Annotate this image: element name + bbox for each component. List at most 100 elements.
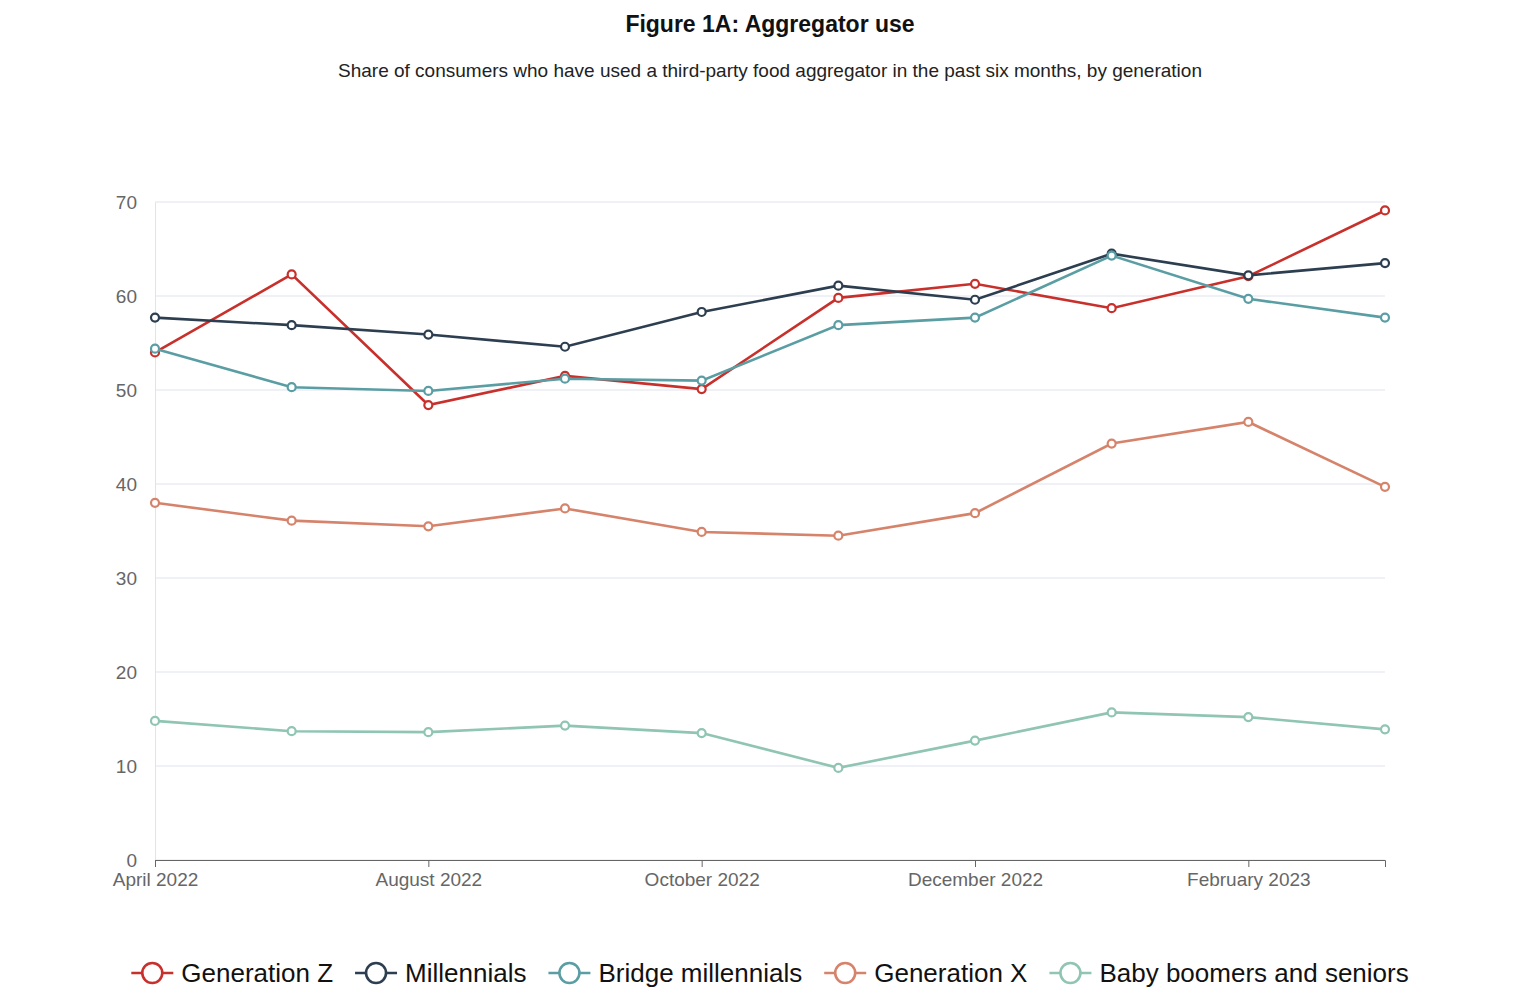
marker [834, 532, 842, 540]
marker [1381, 483, 1389, 491]
legend-item: Generation X [824, 958, 1027, 988]
marker [971, 509, 979, 517]
marker [971, 314, 979, 322]
y-tick-label: 70 [116, 192, 137, 213]
series-line [155, 210, 1385, 405]
subtitle: Share of consumers who have used a third… [338, 60, 1202, 81]
grid [155, 202, 1385, 860]
y-tick-label: 10 [116, 756, 137, 777]
x-tick-mark [155, 860, 156, 867]
marker [561, 343, 569, 351]
marker [1244, 271, 1252, 279]
y-tick: 30 [116, 568, 155, 589]
series-line [155, 256, 1385, 391]
series [151, 206, 1389, 409]
grid-line [155, 766, 1385, 767]
legend-marker [835, 963, 855, 983]
marker [834, 321, 842, 329]
grid-line [155, 296, 1385, 297]
series [151, 418, 1389, 540]
y-tick: 20 [116, 662, 155, 683]
marker [561, 504, 569, 512]
series [151, 708, 1389, 771]
grid-line [155, 484, 1385, 485]
marker [561, 722, 569, 730]
x-tick: October 2022 [645, 860, 760, 890]
marker [971, 296, 979, 304]
y-tick-label: 60 [116, 286, 137, 307]
marker [1108, 708, 1116, 716]
legend-marker [142, 963, 162, 983]
y-tick: 0 [126, 850, 155, 871]
x-axis: April 2022 August 2022 October 2022 Decembe… [113, 860, 1386, 890]
plot-area: 0 10 20 30 40 50 60 70 April 2022 August 2022 Octo… [113, 192, 1389, 891]
x-tick-mark [428, 860, 429, 867]
x-tick: April 2022 [113, 860, 199, 890]
marker [698, 377, 706, 385]
marker [151, 314, 159, 322]
marker [424, 331, 432, 339]
marker [151, 345, 159, 353]
x-tick: August 2022 [375, 860, 482, 890]
y-tick: 60 [116, 286, 155, 307]
marker [834, 764, 842, 772]
marker [834, 294, 842, 302]
marker [698, 528, 706, 536]
marker [151, 499, 159, 507]
marker [1381, 259, 1389, 267]
x-tick: December 2022 [908, 860, 1043, 890]
legend-item: Generation Z [131, 958, 333, 988]
x-tick-label: February 2023 [1187, 869, 1311, 890]
x-tick: February 2023 [1187, 860, 1311, 890]
y-tick-label: 40 [116, 474, 137, 495]
y-tick: 10 [116, 756, 155, 777]
x-tick-mark [1248, 860, 1249, 867]
marker [288, 727, 296, 735]
marker [1108, 440, 1116, 448]
legend-label: Generation X [874, 958, 1027, 988]
marker [1108, 304, 1116, 312]
chart: Figure 1A: Aggregator use Share of consum… [0, 0, 1540, 1000]
y-tick-label: 20 [116, 662, 137, 683]
marker [288, 517, 296, 525]
legend-marker [1060, 963, 1080, 983]
marker [1381, 206, 1389, 214]
marker [1108, 252, 1116, 260]
marker [698, 385, 706, 393]
legend-marker [559, 963, 579, 983]
series-line [155, 422, 1385, 536]
y-tick-label: 0 [126, 850, 137, 871]
marker [424, 387, 432, 395]
marker [1244, 295, 1252, 303]
legend-item: Millennials [355, 958, 526, 988]
marker [1244, 272, 1252, 280]
grid-line [155, 202, 1385, 203]
y-axis: 0 10 20 30 40 50 60 70 [116, 192, 156, 871]
y-axis-line [155, 203, 156, 861]
marker [698, 729, 706, 737]
y-tick: 70 [116, 192, 155, 213]
marker [424, 401, 432, 409]
x-tick-label: October 2022 [645, 869, 760, 890]
marker [1244, 713, 1252, 721]
marker [151, 717, 159, 725]
title: Figure 1A: Aggregator use [625, 11, 914, 37]
x-tick-label: August 2022 [375, 869, 482, 890]
legend-label: Millennials [405, 958, 526, 988]
x-tick-mark [702, 860, 703, 867]
legend-item: Baby boomers and seniors [1049, 958, 1408, 988]
series-layer [151, 206, 1389, 771]
y-tick: 50 [116, 380, 155, 401]
marker [1381, 725, 1389, 733]
marker [1244, 418, 1252, 426]
x-tick-mark [975, 860, 976, 867]
y-tick: 40 [116, 474, 155, 495]
grid-line [155, 578, 1385, 579]
series-line [155, 712, 1385, 767]
y-tick-label: 30 [116, 568, 137, 589]
legend-label: Bridge millennials [598, 958, 802, 988]
marker [424, 522, 432, 530]
legend-marker [366, 963, 386, 983]
series-line [155, 254, 1385, 347]
marker [834, 282, 842, 290]
